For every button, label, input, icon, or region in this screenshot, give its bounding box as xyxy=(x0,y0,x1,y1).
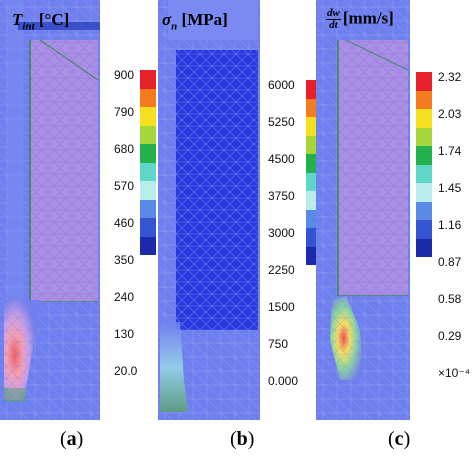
colorbar-b-swatch xyxy=(306,209,316,228)
colorbar-a-swatch xyxy=(140,70,156,89)
colorbar-c-tick: 1.16 xyxy=(438,218,462,232)
colorbar-b-swatch xyxy=(306,228,316,247)
colorbar-a-swatch xyxy=(140,236,156,255)
colorbar-b-tick: 6000 xyxy=(268,78,295,92)
panel-b: σn [MPa] 6000 5250 4500 3750 3000 2250 1500 750… xyxy=(158,0,316,420)
colorbar-a-ticks: 900 790 680 570 460 350 240 130 20.0 xyxy=(114,68,140,378)
caption-a: (a) xyxy=(60,428,84,450)
colorbar-a xyxy=(140,70,156,255)
colorbar-b-tick: 0.000 xyxy=(268,374,299,388)
colorbar-c-tick: 2.32 xyxy=(438,70,462,84)
colorbar-c-swatch xyxy=(416,90,432,109)
colorbar-a-swatch xyxy=(140,144,156,163)
colorbar-a-tick: 350 xyxy=(114,253,135,267)
colorbar-b-tick: 2250 xyxy=(268,263,295,277)
mesh-c xyxy=(316,0,410,420)
panel-a-title-unit: [°C] xyxy=(38,10,70,29)
colorbar-a-tick: 570 xyxy=(114,179,135,193)
colorbar-a-swatch xyxy=(140,218,156,237)
caption-b-letter: b xyxy=(236,428,248,450)
caption-b: (b) xyxy=(230,428,255,450)
colorbar-b-tick: 3750 xyxy=(268,189,295,203)
colorbar-c-swatch xyxy=(416,183,432,202)
colorbar-c-tick: 1.74 xyxy=(438,144,462,158)
colorbar-c-tick: 2.03 xyxy=(438,107,462,121)
colorbar-c-swatch xyxy=(416,238,432,257)
colorbar-b-swatch xyxy=(306,172,316,191)
colorbar-c-tick: 0.29 xyxy=(438,329,462,343)
panel-a: Tint [°C] 900 790 680 570 460 350 240 130 20.0 xyxy=(0,0,158,420)
colorbar-a-tick: 900 xyxy=(114,68,135,82)
colorbar-a-tick: 790 xyxy=(114,105,135,119)
colorbar-c-swatch xyxy=(416,220,432,239)
colorbar-b-swatch xyxy=(306,246,316,265)
colorbar-b-swatch xyxy=(306,98,316,117)
colorbar-b xyxy=(306,80,316,265)
colorbar-c-tick: 0.58 xyxy=(438,292,462,306)
colorbar-c-tick: 1.45 xyxy=(438,181,462,195)
caption-c: (c) xyxy=(388,428,411,450)
colorbar-b-swatch xyxy=(306,154,316,173)
colorbar-b-tick: 3000 xyxy=(268,226,295,240)
colorbar-c-ticks: 2.32 2.03 1.74 1.45 1.16 0.87 0.58 0.29 ×10⁻⁴ xyxy=(438,70,474,380)
colorbar-c-tick: ×10⁻⁴ xyxy=(438,366,470,380)
panel-a-title: Tint [°C] xyxy=(12,10,69,32)
panel-a-title-sub: int xyxy=(22,20,35,33)
colorbar-a-tick: 130 xyxy=(114,327,135,341)
panel-b-title-sub: n xyxy=(171,20,178,33)
colorbar-b-tick: 1500 xyxy=(268,300,295,314)
colorbar-a-swatch xyxy=(140,107,156,126)
mesh-b xyxy=(158,0,260,420)
colorbar-a-tick: 460 xyxy=(114,216,135,230)
colorbar-b-tick: 5250 xyxy=(268,115,295,129)
colorbar-a-swatch xyxy=(140,162,156,181)
panel-c: dw dt [mm/s] 2.32 2.03 1.74 1.45 1.16 0.87 0.5… xyxy=(316,0,474,420)
colorbar-c-swatch xyxy=(416,164,432,183)
colorbar-c-swatch xyxy=(416,109,432,128)
panel-b-title-unit: [MPa] xyxy=(181,10,228,29)
colorbar-c-swatch xyxy=(416,127,432,146)
colorbar-a-tick: 240 xyxy=(114,290,135,304)
caption-c-letter: c xyxy=(394,428,404,450)
colorbar-b-swatch xyxy=(306,191,316,210)
panel-c-title-fraction: dw dt xyxy=(326,8,341,31)
colorbar-b-ticks: 6000 5250 4500 3750 3000 2250 1500 750 0.000 xyxy=(268,78,304,388)
panel-b-title-symbol: σ xyxy=(162,10,172,29)
panel-c-title-denominator: dt xyxy=(329,19,338,31)
colorbar-b-tick: 4500 xyxy=(268,152,295,166)
colorbar-a-swatch xyxy=(140,125,156,144)
colorbar-b-swatch xyxy=(306,135,316,154)
colorbar-a-swatch xyxy=(140,199,156,218)
panel-c-title-unit: [mm/s] xyxy=(342,8,394,28)
colorbar-b-tick: 750 xyxy=(268,337,289,351)
panel-b-title: σn [MPa] xyxy=(162,10,228,32)
colorbar-b-swatch xyxy=(306,80,316,99)
panel-c-title-numerator: dw xyxy=(326,7,341,20)
colorbar-c xyxy=(416,72,432,257)
panel-a-title-symbol: T xyxy=(12,10,23,29)
colorbar-b-swatch xyxy=(306,117,316,136)
colorbar-c-tick: 0.87 xyxy=(438,255,462,269)
colorbar-a-tick: 20.0 xyxy=(114,364,138,378)
colorbar-a-swatch xyxy=(140,181,156,200)
colorbar-c-swatch xyxy=(416,146,432,165)
mesh-a xyxy=(0,0,100,420)
colorbar-c-swatch xyxy=(416,201,432,220)
colorbar-c-swatch xyxy=(416,72,432,91)
colorbar-a-swatch xyxy=(140,88,156,107)
caption-a-letter: a xyxy=(66,428,77,450)
colorbar-a-tick: 680 xyxy=(114,142,135,156)
panel-c-title: dw dt [mm/s] xyxy=(326,8,394,31)
